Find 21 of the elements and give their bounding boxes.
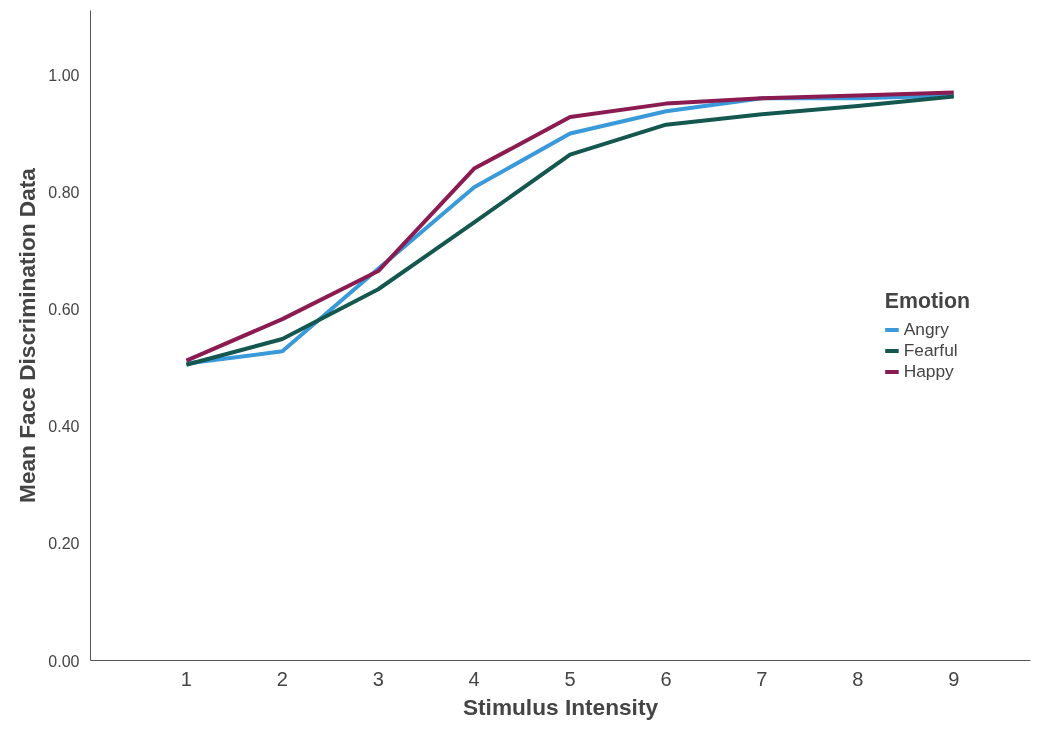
x-tick-label: 1 — [180, 667, 192, 690]
x-axis-title: Stimulus Intensity — [462, 693, 659, 720]
x-tick-label: 2 — [276, 667, 288, 690]
y-tick-label: 1.00 — [48, 66, 80, 84]
legend-title: Emotion — [884, 288, 970, 314]
legend-label: Happy — [903, 360, 954, 382]
x-tick-label: 9 — [948, 667, 960, 690]
x-tick-label: 7 — [756, 667, 768, 690]
y-tick-label: 0.00 — [48, 652, 80, 670]
x-tick-label: 8 — [852, 667, 864, 690]
y-tick-label: 0.80 — [48, 184, 80, 202]
legend-label: Angry — [903, 318, 949, 340]
x-tick-label: 3 — [372, 667, 384, 690]
y-tick-label: 0.60 — [48, 301, 80, 319]
legend-label: Fearful — [903, 339, 958, 361]
y-tick-label: 0.20 — [48, 535, 80, 553]
y-axis-title: Mean Face Discrimination Data — [14, 167, 41, 503]
x-tick-label: 6 — [660, 667, 672, 690]
x-tick-label: 4 — [468, 667, 480, 690]
y-tick-label: 0.40 — [48, 418, 80, 436]
x-tick-label: 5 — [564, 667, 576, 690]
